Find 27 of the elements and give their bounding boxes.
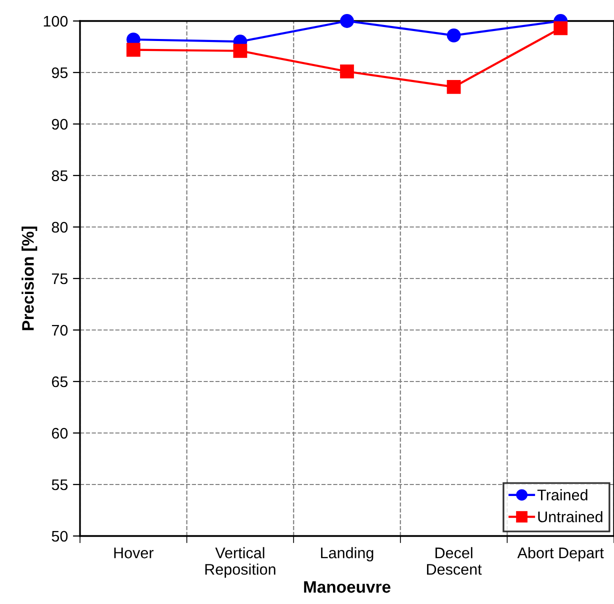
x-tick-label: Abort Depart xyxy=(517,547,604,562)
point xyxy=(446,28,461,42)
y-tick-label: 70 xyxy=(52,324,68,336)
y-tick-label: 90 xyxy=(52,118,68,130)
x-tick-label: Vertical Reposition xyxy=(205,547,276,578)
x-axis-title: Manoeuvre xyxy=(304,581,390,593)
legend-label: Untrained xyxy=(538,511,602,522)
point xyxy=(554,21,568,36)
y-tick-label: 60 xyxy=(52,428,68,439)
x-tick-label: Decel Descent xyxy=(427,547,482,575)
legend-label: Trained xyxy=(537,489,588,500)
y-tick-label: 65 xyxy=(52,376,68,388)
x-tick-label: Hover xyxy=(114,548,154,558)
y-tick-label: 80 xyxy=(52,222,68,233)
point xyxy=(340,14,354,28)
x-tick-label: Landing xyxy=(321,547,374,562)
point xyxy=(446,80,461,94)
y-tick-label: 100 xyxy=(44,16,68,27)
point xyxy=(126,42,140,57)
y-tick-label: 75 xyxy=(52,274,68,284)
y-tick-label: 95 xyxy=(52,67,68,78)
y-tick-label: 85 xyxy=(52,170,68,182)
point xyxy=(233,44,248,58)
y-axis-title: Precision [%] xyxy=(22,226,38,330)
y-tick-label: 50 xyxy=(52,530,68,542)
y-tick-label: 55 xyxy=(52,480,68,490)
point xyxy=(340,64,354,78)
